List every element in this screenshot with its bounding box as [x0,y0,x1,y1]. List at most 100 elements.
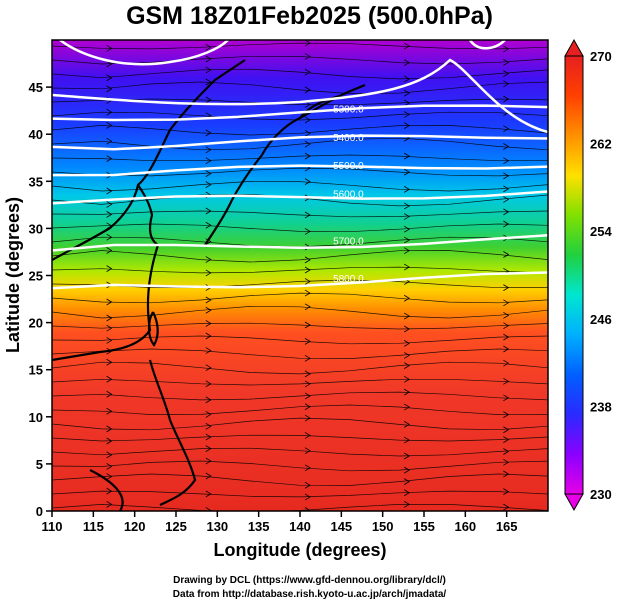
coast-philippines [148,359,197,506]
x-tick-label: 110 [42,519,63,534]
wind-arrow [304,392,311,400]
wind-arrow [304,432,311,439]
streamline [52,68,548,80]
wind-arrow [503,299,510,307]
wind-arrow [205,66,212,74]
wind-arrow [205,96,212,104]
streamline [52,322,548,330]
wind-arrow [403,111,410,118]
wind-arrow [503,448,510,455]
colorbar-label: 246 [590,312,612,327]
streamline [52,125,548,136]
wind-arrow [304,481,311,489]
wind-arrow [205,55,212,63]
y-tick-label: 30 [29,221,43,236]
wind-arrow [503,172,510,180]
wind-arrow [106,407,113,415]
streamline [52,42,548,50]
wind-arrow [205,181,212,188]
streamline [52,111,548,121]
wind-arrow [304,211,311,219]
wind-arrow [503,125,510,133]
contour-label: 5700.0 [333,237,364,248]
y-tick-label: 45 [29,80,43,95]
wind-arrow [304,380,311,388]
wind-arrow [106,211,113,218]
wind-arrow [503,488,510,495]
wind-arrow [205,256,212,263]
contour-label: 5500.0 [333,161,364,172]
y-tick-label: 25 [29,269,43,284]
wind-arrow [304,303,311,311]
x-tick-label: 155 [413,519,435,534]
wind-arrow [106,473,113,480]
wind-arrow [403,452,410,460]
streamline [52,391,548,401]
x-tick-label: 150 [372,519,394,534]
wind-arrow [503,157,510,165]
wind-arrow [205,380,212,388]
wind-arrow [304,493,311,501]
streamline [52,154,548,162]
x-tick-label: 130 [206,519,228,534]
wind-arrow [503,196,510,203]
wind-arrow [205,396,212,404]
colorbar-label: 238 [590,399,612,414]
wind-arrow [403,421,410,428]
wind-arrow [106,425,113,433]
wind-arrow [503,503,510,511]
y-tick-label: 0 [36,504,43,519]
wind-arrow [304,403,311,411]
wind-arrow [106,337,113,344]
wind-arrow [503,220,510,228]
x-tick-label: 165 [496,519,518,534]
wind-arrow [205,269,212,277]
wind-arrow [403,59,410,66]
streamline [52,223,548,233]
wind-arrow [205,43,212,51]
wind-arrow [503,284,510,291]
credit-drawing: Drawing by DCL (https://www.gfd-dennou.o… [173,575,446,586]
streamline [52,279,548,289]
wind-arrow [106,108,113,116]
contour-label: 5400.0 [333,133,364,144]
wind-arrow [205,296,212,304]
wind-arrow [304,178,311,185]
y-tick-label: 15 [29,363,43,378]
wind-arrow [503,458,510,466]
wind-arrow [503,345,510,353]
colorbar: 230 238 246 254 262 270 [564,38,612,512]
wind-arrow [205,457,212,465]
streamline [52,378,548,386]
wind-arrow [503,436,510,443]
x-axis-title: Longitude (degrees) [213,540,386,560]
contour-line [52,164,548,177]
contour-line [468,40,506,50]
wind-arrow [304,354,311,362]
streamline [52,250,548,263]
wind-arrow [205,411,212,418]
colorbar-label: 254 [590,224,612,239]
wind-arrow [106,375,113,383]
credit-data: Data from http://database.rish.kyoto-u.a… [172,589,447,600]
colorbar-ticks: 230 238 246 254 262 270 [590,49,612,502]
streamline [52,137,548,151]
wind-streamlines [52,40,548,511]
contour-line [52,190,548,205]
streamline [52,292,548,304]
contour-line [59,40,229,66]
wind-arrow [304,289,311,297]
wind-arrow [503,45,510,53]
wind-arrow [403,362,410,369]
wind-arrow [106,324,113,332]
x-tick-label: 145 [330,519,352,534]
wind-arrow [503,185,510,193]
wind-arrow [403,478,410,485]
colorbar-label: 270 [590,49,612,64]
streamline [52,447,548,457]
wind-arrow [304,338,311,345]
wind-arrow [503,470,510,478]
wind-arrow [403,42,410,50]
contour-line [52,58,548,134]
coast-borneo [89,469,124,511]
